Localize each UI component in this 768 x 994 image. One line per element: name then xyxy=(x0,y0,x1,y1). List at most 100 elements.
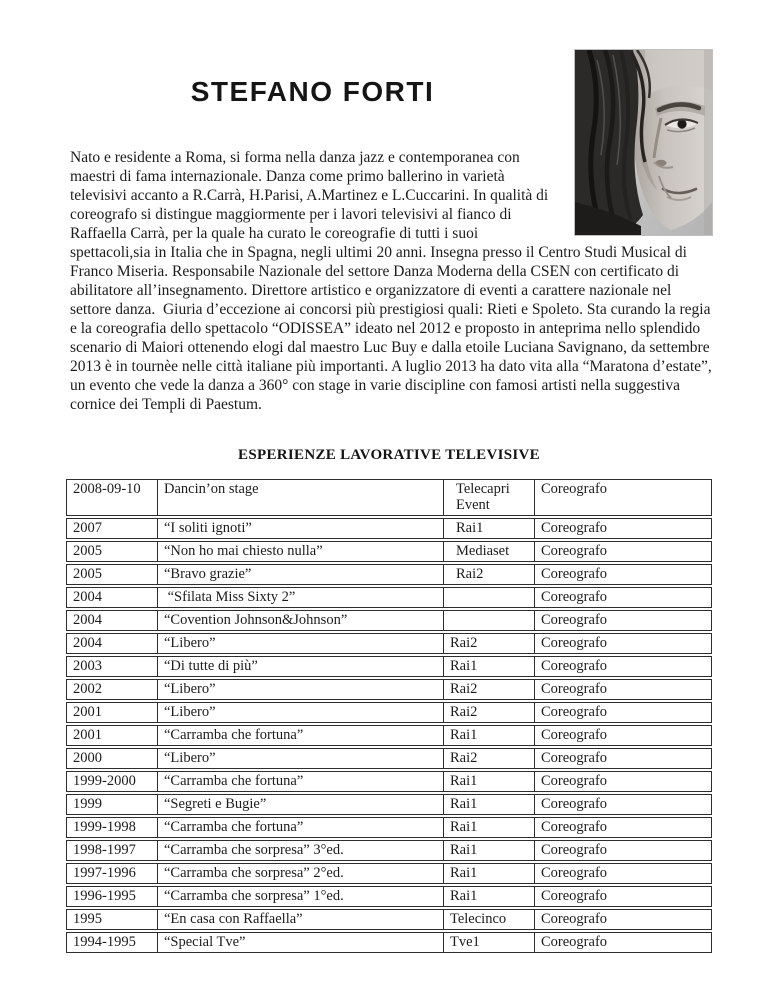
cell-period: 2004 xyxy=(73,635,102,651)
cell-period: 2004 xyxy=(73,589,102,605)
table-row: 1998-1997 “Carramba che sorpresa” 3°ed. … xyxy=(66,840,712,861)
table-row: 2005 “Bravo grazie” Rai2 Coreografo xyxy=(66,564,712,585)
cell-network: Mediaset xyxy=(443,542,534,561)
table-row: 2005 “Non ho mai chiesto nulla” Mediaset… xyxy=(66,541,712,562)
cell-role: Coreografo xyxy=(534,565,711,584)
cell-network: Rai1 xyxy=(443,519,534,538)
table-row: 2007 “I soliti ignoti” Rai1 Coreografo xyxy=(66,518,712,539)
cell-network: Rai2 xyxy=(443,703,534,722)
cell-period: 2003 xyxy=(73,658,102,674)
cell-network xyxy=(443,611,534,630)
cell-period: 1999-2000 xyxy=(73,773,136,789)
table-row: 2004 “Libero” Rai2 Coreografo xyxy=(66,633,712,654)
cell-network: Telecinco xyxy=(443,910,534,929)
page-title: STEFANO FORTI xyxy=(190,76,435,107)
table-row: 2004 “Sfilata Miss Sixty 2” Coreografo xyxy=(66,587,712,608)
portrait-photo-image xyxy=(575,50,712,235)
table-row: 2001 “Libero” Rai2 Coreografo xyxy=(66,702,712,723)
cell-network: Rai2 xyxy=(443,565,534,584)
cell-show: “Libero” xyxy=(157,749,443,768)
cell-show: “Carramba che fortuna” xyxy=(157,726,443,745)
cell-role: Coreografo xyxy=(534,933,711,952)
cell-period: 1998-1997 xyxy=(73,842,136,858)
cell-show: “Non ho mai chiesto nulla” xyxy=(157,542,443,561)
cell-show: “Carramba che sorpresa” 2°ed. xyxy=(157,864,443,883)
cell-network: Rai1 xyxy=(443,657,534,676)
cell-show: “En casa con Raffaella” xyxy=(157,910,443,929)
portrait-photo xyxy=(574,49,713,236)
bio-paragraph: Nato e residente a Roma, si forma nella … xyxy=(70,149,712,413)
cell-role: Coreografo xyxy=(534,680,711,699)
table-row: 1996-1995 “Carramba che sorpresa” 1°ed. … xyxy=(66,886,712,907)
cell-show: “Libero” xyxy=(157,703,443,722)
cell-show: “Carramba che sorpresa” 3°ed. xyxy=(157,841,443,860)
cell-role: Coreografo xyxy=(534,795,711,814)
cell-network: Rai1 xyxy=(443,818,534,837)
cell-period: 2000 xyxy=(73,750,102,766)
cell-period: 1999 xyxy=(73,796,102,812)
cell-show: “Special Tve” xyxy=(157,933,443,952)
cell-show: Dancin’on stage xyxy=(157,480,443,515)
cell-role: Coreografo xyxy=(534,519,711,538)
cell-show: “Bravo grazie” xyxy=(157,565,443,584)
cell-role: Coreografo xyxy=(534,634,711,653)
table-row: 2000 “Libero” Rai2 Coreografo xyxy=(66,748,712,769)
cell-period: 1994-1995 xyxy=(73,934,136,950)
cell-role: Coreografo xyxy=(534,749,711,768)
cell-network: Rai1 xyxy=(443,864,534,883)
cell-role: Coreografo xyxy=(534,887,711,906)
cell-network xyxy=(443,588,534,607)
table-row: 2003 “Di tutte di più” Rai1 Coreografo xyxy=(66,656,712,677)
cell-network: Rai2 xyxy=(443,680,534,699)
cell-show: “Carramba che fortuna” xyxy=(157,772,443,791)
table-row: 1997-1996 “Carramba che sorpresa” 2°ed. … xyxy=(66,863,712,884)
cell-network: Rai1 xyxy=(443,887,534,906)
cell-period: 2005 xyxy=(73,566,102,582)
cell-show: “I soliti ignoti” xyxy=(157,519,443,538)
cell-network: Rai1 xyxy=(443,726,534,745)
cell-role: Coreografo xyxy=(534,657,711,676)
cell-period: 2001 xyxy=(73,704,102,720)
cell-network: Rai1 xyxy=(443,772,534,791)
cell-period: 1996-1995 xyxy=(73,888,136,904)
cell-period: 1997-1996 xyxy=(73,865,136,881)
cell-period: 2005 xyxy=(73,543,102,559)
cell-show: “Covention Johnson&Johnson” xyxy=(157,611,443,630)
table-row: 1999-2000 “Carramba che fortuna” Rai1 Co… xyxy=(66,771,712,792)
table-row: 2008-09-10 Dancin’on stage Telecapri Eve… xyxy=(66,479,712,516)
cell-role: Coreografo xyxy=(534,864,711,883)
cell-period: 1999-1998 xyxy=(73,819,136,835)
table-row: 2004 “Covention Johnson&Johnson” Coreogr… xyxy=(66,610,712,631)
cell-network: Rai1 xyxy=(443,795,534,814)
table-row: 2002 “Libero” Rai2 Coreografo xyxy=(66,679,712,700)
cell-role: Coreografo xyxy=(534,772,711,791)
cell-period: 1995 xyxy=(73,911,102,927)
cell-network: Rai1 xyxy=(443,841,534,860)
cell-period: 2007 xyxy=(73,520,102,536)
cell-role: Coreografo xyxy=(534,910,711,929)
cell-network: Rai2 xyxy=(443,749,534,768)
cell-show: “Libero” xyxy=(157,634,443,653)
cell-show: “Di tutte di più” xyxy=(157,657,443,676)
table-row: 2001 “Carramba che fortuna” Rai1 Coreogr… xyxy=(66,725,712,746)
cell-role: Coreografo xyxy=(534,841,711,860)
cell-show: “Sfilata Miss Sixty 2” xyxy=(157,588,443,607)
cell-network: Rai2 xyxy=(443,634,534,653)
table-row: 1999-1998 “Carramba che fortuna” Rai1 Co… xyxy=(66,817,712,838)
cell-network: Tve1 xyxy=(443,933,534,952)
cell-role: Coreografo xyxy=(534,611,711,630)
cell-period: 2004 xyxy=(73,612,102,628)
cell-role: Coreografo xyxy=(534,703,711,722)
cell-period: 2002 xyxy=(73,681,102,697)
section-heading: ESPERIENZE LAVORATIVE TELEVISIVE xyxy=(238,447,540,463)
cell-show: “Carramba che sorpresa” 1°ed. xyxy=(157,887,443,906)
cell-role: Coreografo xyxy=(534,542,711,561)
experience-table: 2008-09-10 Dancin’on stage Telecapri Eve… xyxy=(66,479,712,953)
cell-role: Coreografo xyxy=(534,588,711,607)
cell-show: “Libero” xyxy=(157,680,443,699)
cell-network: Telecapri Event xyxy=(443,480,534,515)
table-row: 1995 “En casa con Raffaella” Telecinco C… xyxy=(66,909,712,930)
cell-role: Coreografo xyxy=(534,480,711,515)
cell-show: “Carramba che fortuna” xyxy=(157,818,443,837)
